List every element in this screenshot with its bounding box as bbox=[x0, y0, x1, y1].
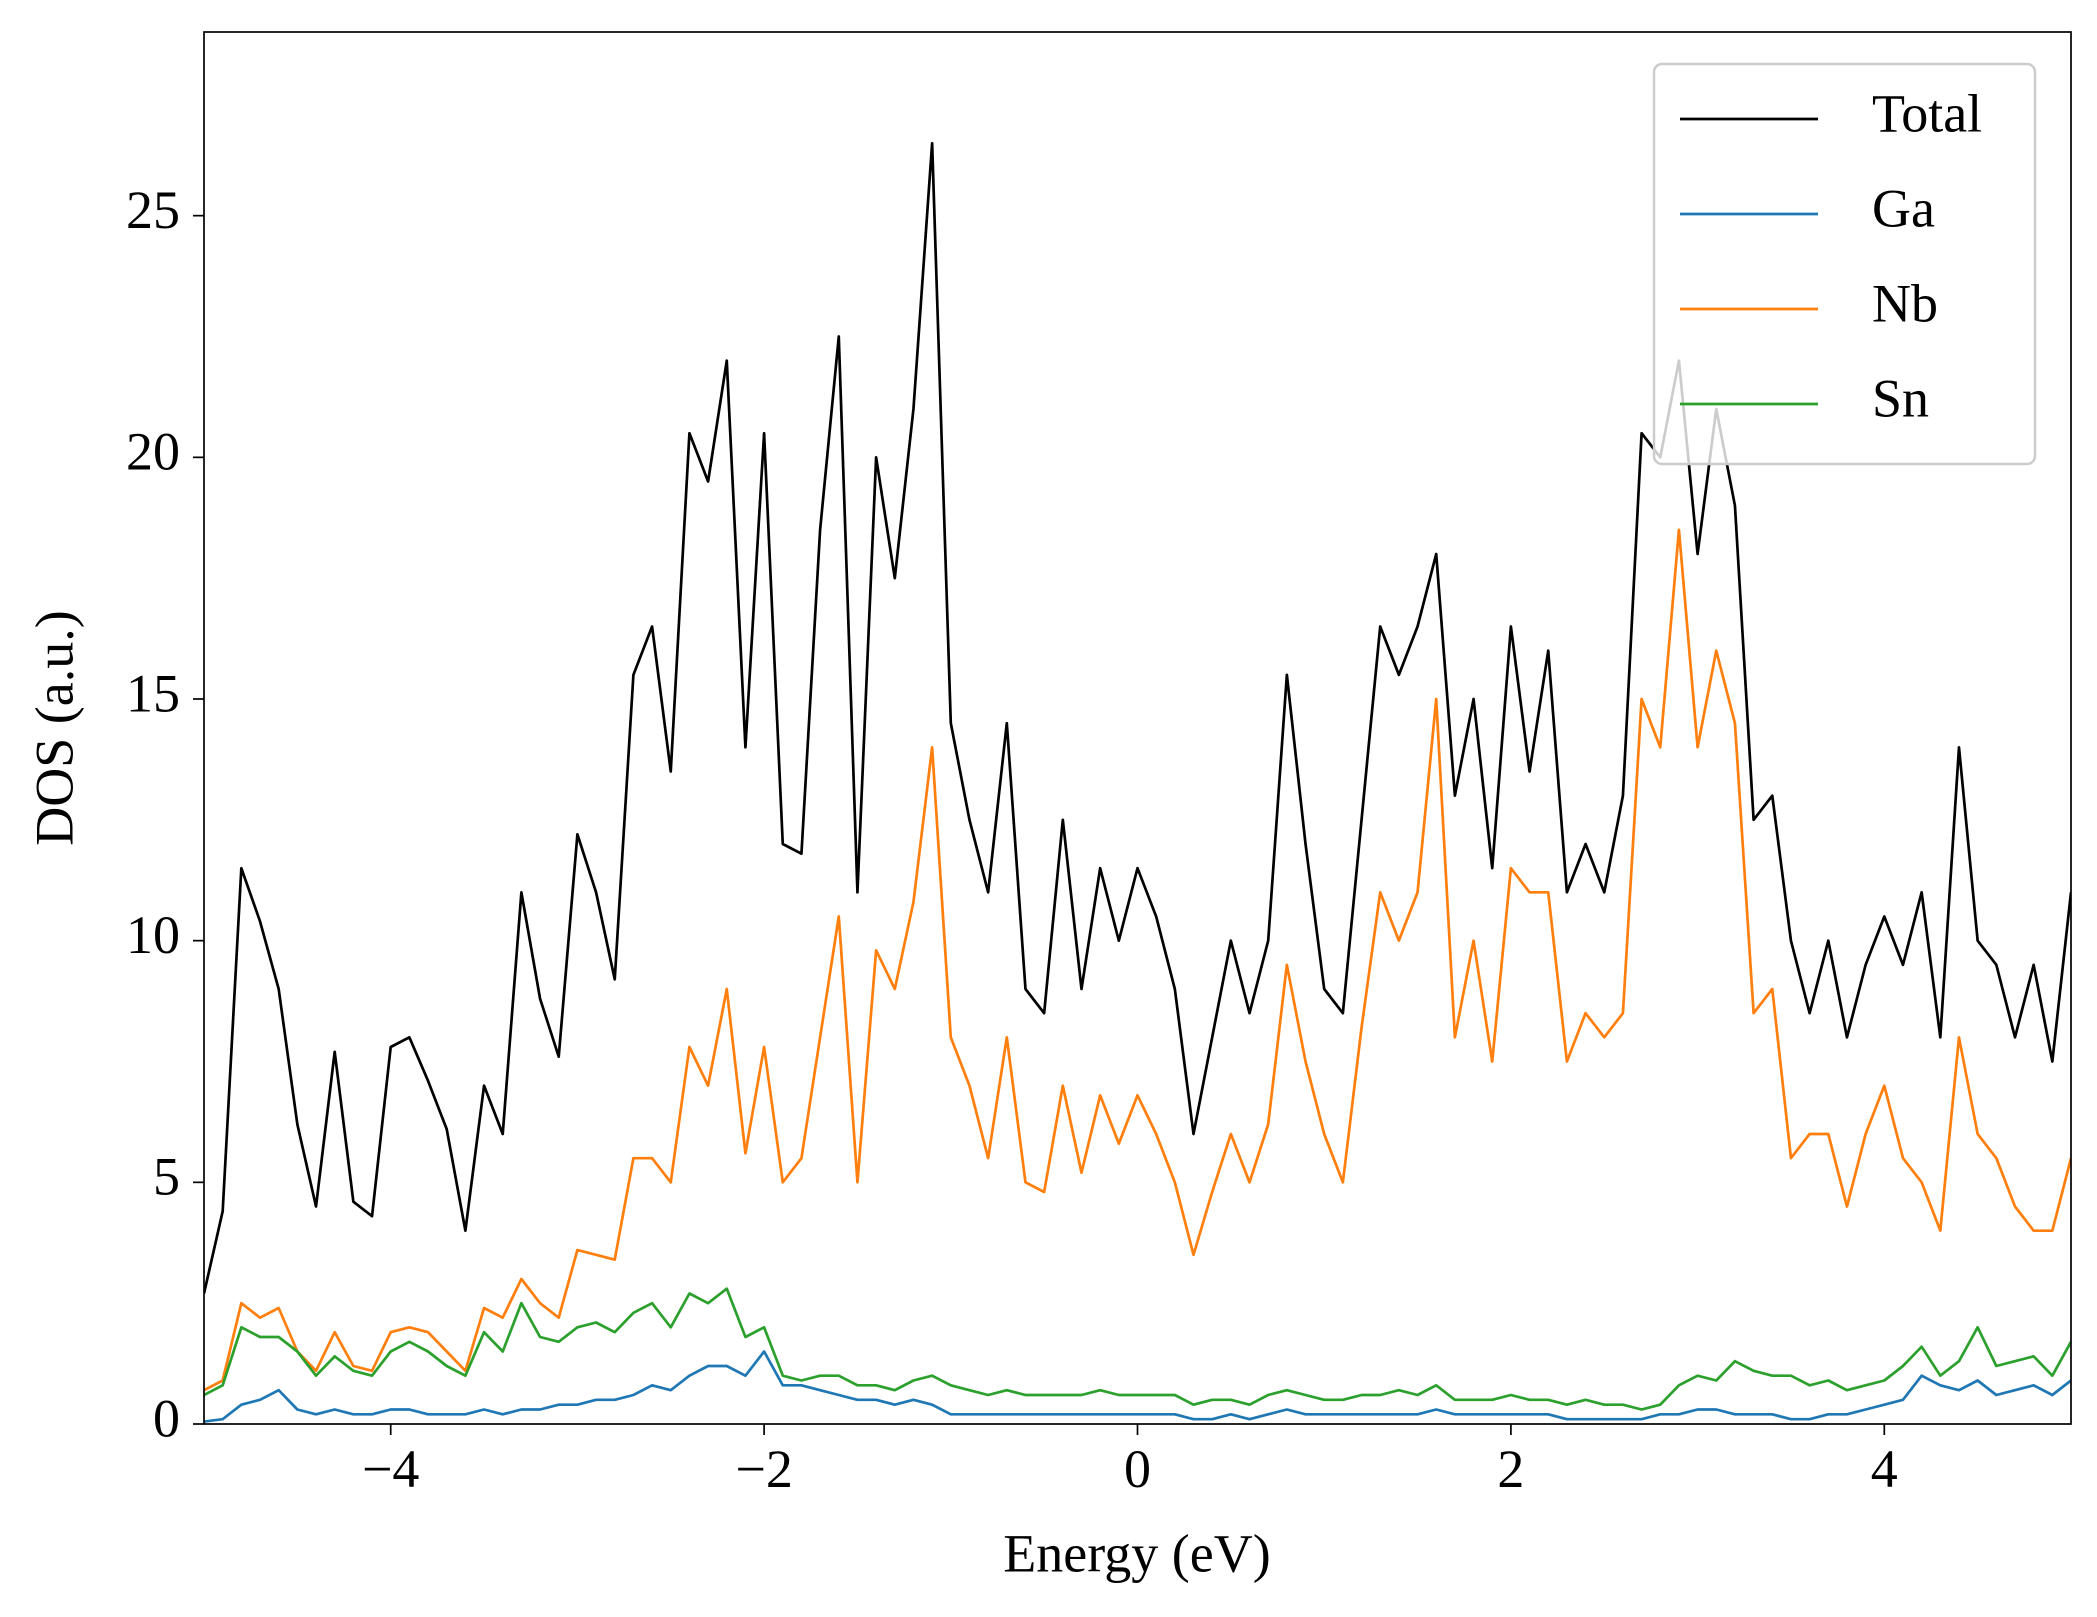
x-tick-label: −4 bbox=[362, 1439, 419, 1499]
y-tick-label: 15 bbox=[126, 663, 180, 723]
series-line bbox=[204, 528, 2071, 1392]
plot-frame bbox=[203, 31, 2072, 1425]
x-tick-label: 2 bbox=[1497, 1439, 1524, 1499]
y-axis-label: DOS (a.u.) bbox=[24, 610, 84, 845]
x-tick-label: −2 bbox=[735, 1439, 792, 1499]
y-tick-label: 5 bbox=[153, 1147, 180, 1207]
series-line bbox=[204, 1350, 2071, 1423]
x-axis-label: Energy (eV) bbox=[1003, 1523, 1270, 1583]
y-tick-label: 10 bbox=[126, 905, 180, 965]
x-tick-label: 4 bbox=[1871, 1439, 1898, 1499]
series-line bbox=[204, 1287, 2071, 1411]
legend-label: Nb bbox=[1872, 273, 1938, 333]
legend-label: Ga bbox=[1872, 178, 1935, 238]
y-tick-label: 25 bbox=[126, 180, 180, 240]
series-line bbox=[204, 141, 2071, 1294]
plot-area bbox=[204, 141, 2071, 1423]
legend-box bbox=[1652, 62, 2037, 466]
y-tick-label: 20 bbox=[126, 422, 180, 482]
legend-label: Total bbox=[1872, 83, 1982, 143]
x-tick-label: 0 bbox=[1124, 1439, 1151, 1499]
y-tick-label: 0 bbox=[153, 1388, 180, 1448]
legend-label: Sn bbox=[1872, 368, 1929, 428]
